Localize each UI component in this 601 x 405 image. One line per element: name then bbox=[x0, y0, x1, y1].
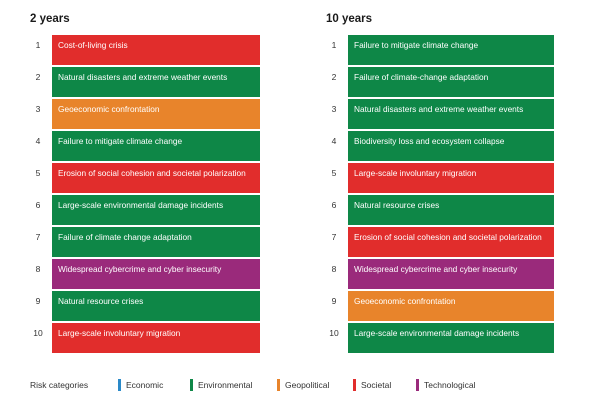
rank-number: 2 bbox=[35, 72, 41, 82]
legend-label: Economic bbox=[126, 380, 164, 390]
risk-row: 2 Natural disasters and extreme weather e… bbox=[30, 67, 260, 97]
risk-label: Failure of climate-change adaptation bbox=[348, 67, 554, 97]
rank-number: 6 bbox=[331, 200, 337, 210]
risk-row: 5 Erosion of social cohesion and societal… bbox=[30, 163, 260, 193]
risk-label: Natural resource crises bbox=[348, 195, 554, 225]
risk-row: 8 Widespread cybercrime and cyber insecur… bbox=[326, 259, 554, 289]
risk-label: Failure to mitigate climate change bbox=[348, 35, 554, 65]
legend-swatch bbox=[353, 379, 356, 391]
rank-number: 9 bbox=[331, 296, 337, 306]
rank-number: 4 bbox=[331, 136, 337, 146]
risk-row: 7 Failure of climate change adaptation bbox=[30, 227, 260, 257]
risk-label: Natural resource crises bbox=[52, 291, 260, 321]
rank-number: 9 bbox=[35, 296, 41, 306]
risk-row: 3 Geoeconomic confrontation bbox=[30, 99, 260, 129]
rank-number: 4 bbox=[35, 136, 41, 146]
risk-ranking-list: 1 Failure to mitigate climate change 2 Fail… bbox=[326, 35, 554, 355]
rank-number: 3 bbox=[331, 104, 337, 114]
risk-row: 1 Failure to mitigate climate change bbox=[326, 35, 554, 65]
legend-label: Environmental bbox=[198, 380, 253, 390]
legend-swatch bbox=[277, 379, 280, 391]
risk-label: Natural disasters and extreme weather ev… bbox=[52, 67, 260, 97]
legend-title: Risk categories bbox=[30, 380, 89, 390]
risk-label: Geoeconomic confrontation bbox=[348, 291, 554, 321]
risk-label: Large-scale environmental damage inciden… bbox=[52, 195, 260, 225]
risk-label: Widespread cybercrime and cyber insecuri… bbox=[52, 259, 260, 289]
rank-number: 7 bbox=[35, 232, 41, 242]
rank-number: 1 bbox=[331, 40, 337, 50]
risk-row: 9 Natural resource crises bbox=[30, 291, 260, 321]
rank-number: 3 bbox=[35, 104, 41, 114]
legend-swatch bbox=[416, 379, 419, 391]
risk-row: 4 Biodiversity loss and ecosystem collaps… bbox=[326, 131, 554, 161]
risk-row: 8 Widespread cybercrime and cyber insecur… bbox=[30, 259, 260, 289]
rank-number: 6 bbox=[35, 200, 41, 210]
risk-row: 6 Large-scale environmental damage incide… bbox=[30, 195, 260, 225]
risk-row: 6 Natural resource crises bbox=[326, 195, 554, 225]
risk-row: 4 Failure to mitigate climate change bbox=[30, 131, 260, 161]
risk-row: 9 Geoeconomic confrontation bbox=[326, 291, 554, 321]
risk-ranking-list: 1 Cost-of-living crisis 2 Natural disasters… bbox=[30, 35, 260, 355]
rank-number: 8 bbox=[35, 264, 41, 274]
risk-label: Erosion of social cohesion and societal … bbox=[348, 227, 554, 257]
legend-swatch bbox=[190, 379, 193, 391]
risk-row: 7 Erosion of social cohesion and societal… bbox=[326, 227, 554, 257]
legend-label: Geopolitical bbox=[285, 380, 330, 390]
risk-label: Failure to mitigate climate change bbox=[52, 131, 260, 161]
column-title: 10 years bbox=[326, 13, 373, 25]
rank-number: 10 bbox=[329, 328, 339, 338]
risk-row: 5 Large-scale involuntary migration bbox=[326, 163, 554, 193]
risk-row: 3 Natural disasters and extreme weather e… bbox=[326, 99, 554, 129]
risk-label: Large-scale involuntary migration bbox=[52, 323, 260, 353]
legend-swatch bbox=[118, 379, 121, 391]
rank-number: 10 bbox=[33, 328, 43, 338]
legend-label: Technological bbox=[424, 380, 476, 390]
rank-number: 1 bbox=[35, 40, 41, 50]
risk-label: Large-scale environmental damage inciden… bbox=[348, 323, 554, 353]
risk-label: Biodiversity loss and ecosystem collapse bbox=[348, 131, 554, 161]
legend-label: Societal bbox=[361, 380, 392, 390]
risk-label: Widespread cybercrime and cyber insecuri… bbox=[348, 259, 554, 289]
risk-row: 2 Failure of climate-change adaptation bbox=[326, 67, 554, 97]
risk-label: Large-scale involuntary migration bbox=[348, 163, 554, 193]
risk-row: 1 Cost-of-living crisis bbox=[30, 35, 260, 65]
column-title: 2 years bbox=[30, 13, 70, 25]
risk-label: Geoeconomic confrontation bbox=[52, 99, 260, 129]
rank-number: 5 bbox=[331, 168, 337, 178]
rank-number: 5 bbox=[35, 168, 41, 178]
rank-number: 7 bbox=[331, 232, 337, 242]
rank-number: 2 bbox=[331, 72, 337, 82]
risk-label: Natural disasters and extreme weather ev… bbox=[348, 99, 554, 129]
risk-row: 10 Large-scale environmental damage incid… bbox=[326, 323, 554, 353]
risk-label: Cost-of-living crisis bbox=[52, 35, 260, 65]
risk-label: Failure of climate change adaptation bbox=[52, 227, 260, 257]
rank-number: 8 bbox=[331, 264, 337, 274]
risk-label: Erosion of social cohesion and societal … bbox=[52, 163, 260, 193]
risk-row: 10 Large-scale involuntary migration bbox=[30, 323, 260, 353]
